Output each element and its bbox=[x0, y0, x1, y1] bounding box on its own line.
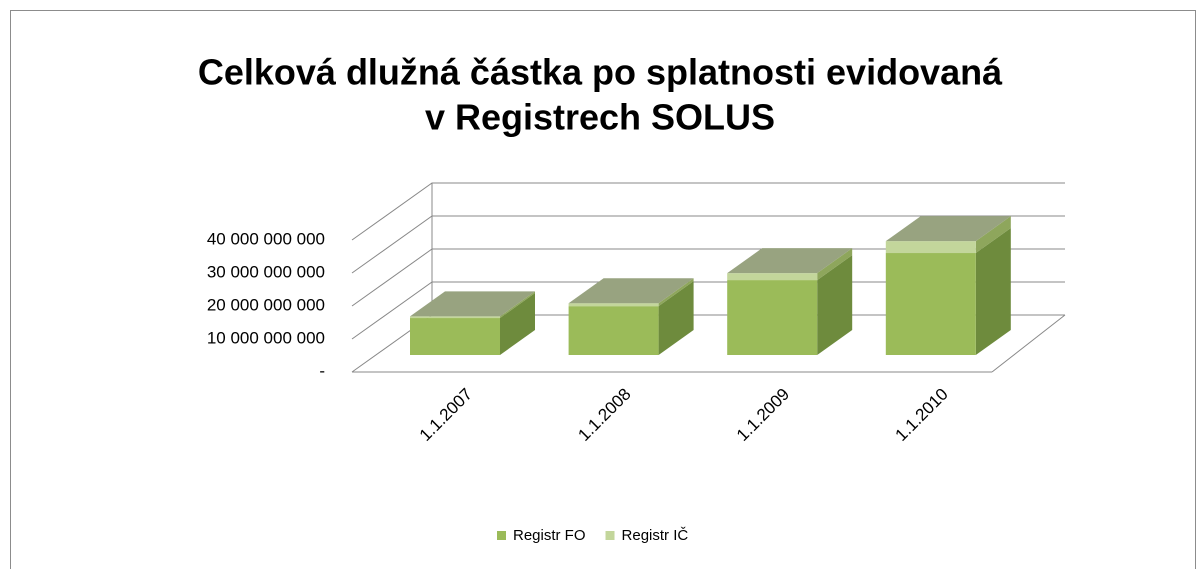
y-tick-label: - bbox=[319, 361, 325, 380]
floor-right bbox=[991, 314, 1066, 373]
chart-title: v Registrech SOLUS bbox=[425, 97, 775, 138]
bar-side bbox=[975, 228, 1011, 355]
bar-top bbox=[727, 248, 853, 274]
bar bbox=[727, 280, 818, 355]
legend-swatch bbox=[605, 531, 615, 540]
y-tick-label: 40 000 000 000 bbox=[207, 229, 325, 248]
bar-side bbox=[500, 293, 535, 355]
y-tick-label: 30 000 000 000 bbox=[207, 262, 325, 281]
bar bbox=[410, 316, 500, 319]
legend-label: Registr FO bbox=[513, 527, 586, 544]
bar-side bbox=[817, 248, 853, 281]
bar-side bbox=[500, 291, 535, 319]
chart-title: Celková dlužná částka po splatnosti evid… bbox=[198, 52, 1003, 93]
bar bbox=[885, 241, 976, 254]
bar bbox=[410, 318, 500, 355]
bar bbox=[727, 273, 818, 281]
bar-top bbox=[568, 278, 694, 304]
bar-side bbox=[658, 281, 694, 355]
legend-swatch bbox=[497, 531, 506, 540]
bar-top bbox=[410, 291, 535, 317]
bar-side bbox=[975, 216, 1011, 254]
legend-label: Registr IČ bbox=[622, 527, 689, 544]
bar-side bbox=[817, 255, 853, 355]
bar-side bbox=[658, 278, 694, 307]
y-tick-label: 20 000 000 000 bbox=[207, 295, 325, 314]
bar bbox=[885, 253, 976, 355]
bar bbox=[568, 303, 659, 307]
bar-top bbox=[885, 216, 1011, 242]
bar bbox=[568, 306, 659, 355]
y-tick-label: 10 000 000 000 bbox=[207, 328, 325, 347]
